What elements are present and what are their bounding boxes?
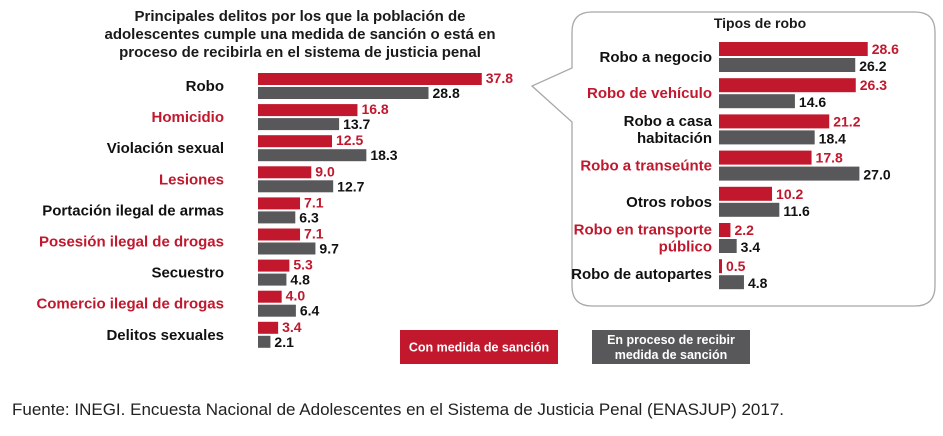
main-bar-con-medida bbox=[258, 73, 482, 85]
inset-category-label: Robo a transeúnte bbox=[580, 158, 712, 175]
main-bar-con-medida bbox=[258, 259, 290, 272]
inset-value-label-en-proceso: 26.2 bbox=[859, 58, 886, 74]
inset-category-label: Robo a casa bbox=[624, 113, 713, 130]
inset-bar-con-medida bbox=[719, 42, 868, 56]
main-bar-con-medida bbox=[258, 166, 312, 179]
inset-bar-en-proceso bbox=[719, 202, 780, 217]
main-value-label-en-proceso: 12.7 bbox=[337, 178, 364, 194]
inset-value-label-en-proceso: 11.6 bbox=[783, 203, 810, 219]
main-category-label: Lesiones bbox=[159, 171, 224, 188]
inset-bar-con-medida bbox=[719, 78, 856, 93]
source-note: Fuente: INEGI. Encuesta Nacional de Adol… bbox=[12, 400, 785, 419]
main-value-label-con-medida: 12.5 bbox=[336, 132, 363, 148]
inset-value-label-con-medida: 17.8 bbox=[816, 150, 843, 166]
inset-category-label: Robo en transporte bbox=[574, 222, 712, 239]
main-bar-con-medida bbox=[258, 135, 332, 148]
main-value-label-con-medida: 37.8 bbox=[486, 70, 513, 86]
inset-bar-en-proceso bbox=[719, 275, 744, 290]
main-bar-en-proceso bbox=[258, 304, 296, 317]
inset-category-label: Robo de vehículo bbox=[587, 85, 712, 102]
main-value-label-en-proceso: 6.3 bbox=[299, 209, 319, 225]
inset-category-label: habitación bbox=[637, 130, 712, 147]
main-bar-en-proceso bbox=[258, 118, 340, 131]
main-title-line: adolescentes cumple una medida de sanció… bbox=[105, 26, 496, 43]
main-value-label-en-proceso: 4.8 bbox=[290, 272, 310, 288]
inset-chart-title: Tipos de robo bbox=[714, 15, 806, 31]
main-category-label: Violación sexual bbox=[107, 140, 224, 157]
main-bar-en-proceso bbox=[258, 180, 334, 193]
inset-bar-en-proceso bbox=[719, 94, 795, 109]
main-category-label: Delitos sexuales bbox=[106, 327, 224, 344]
main-title-line: proceso de recibirla en el sistema de ju… bbox=[119, 44, 481, 61]
main-value-label-en-proceso: 18.3 bbox=[370, 147, 397, 163]
main-value-label-con-medida: 7.1 bbox=[304, 226, 324, 242]
main-value-label-con-medida: 3.4 bbox=[282, 319, 302, 335]
main-bar-en-proceso bbox=[258, 242, 316, 255]
inset-value-label-en-proceso: 18.4 bbox=[819, 130, 846, 146]
main-category-label: Homicidio bbox=[151, 109, 224, 126]
inset-bar-con-medida bbox=[719, 150, 812, 165]
main-category-label: Secuestro bbox=[151, 265, 224, 282]
main-category-label: Portación ilegal de armas bbox=[42, 202, 224, 219]
inset-category-label: Robo a negocio bbox=[600, 49, 713, 66]
main-value-label-en-proceso: 6.4 bbox=[300, 303, 320, 319]
main-chart: 37.8 28.8 Robo 16.813.7 Homicidio 12.5 18.3 Vio… bbox=[36, 70, 513, 350]
legend-label: En proceso de recibir bbox=[607, 333, 735, 347]
inset-bar-con-medida bbox=[719, 259, 722, 274]
inset-bar-en-proceso bbox=[719, 239, 737, 253]
inset-value-label-con-medida: 2.2 bbox=[734, 222, 754, 238]
inset-value-label-en-proceso: 4.8 bbox=[748, 275, 768, 291]
inset-chart: 28.626.2 Robo a negocio 26.3 14.6 Robo de ve… bbox=[571, 41, 899, 291]
main-category-label: Comercio ilegal de drogas bbox=[36, 296, 224, 313]
inset-bar-con-medida bbox=[719, 114, 830, 129]
inset-bar-con-medida bbox=[719, 186, 773, 201]
main-value-label-con-medida: 9.0 bbox=[315, 163, 335, 179]
inset-value-label-en-proceso: 3.4 bbox=[741, 239, 761, 255]
main-category-label: Posesión ilegal de drogas bbox=[39, 234, 224, 251]
main-bar-en-proceso bbox=[258, 211, 296, 224]
main-value-label-con-medida: 7.1 bbox=[304, 194, 324, 210]
main-bar-en-proceso bbox=[258, 273, 287, 286]
main-value-label-en-proceso: 28.8 bbox=[432, 85, 459, 101]
main-chart-title: Principales delitos por los que la pobla… bbox=[105, 8, 496, 61]
inset-value-label-en-proceso: 14.6 bbox=[799, 94, 826, 110]
main-bar-en-proceso bbox=[258, 87, 429, 99]
main-bar-con-medida bbox=[258, 104, 358, 117]
main-category-label: Robo bbox=[186, 78, 224, 95]
inset-category-label: público bbox=[659, 239, 712, 256]
inset-bar-en-proceso bbox=[719, 58, 856, 72]
inset-bar-con-medida bbox=[719, 223, 731, 237]
main-value-label-con-medida: 4.0 bbox=[286, 288, 306, 304]
main-value-label-en-proceso: 9.7 bbox=[319, 241, 339, 257]
inset-value-label-con-medida: 0.5 bbox=[726, 258, 746, 274]
inset-value-label-con-medida: 28.6 bbox=[872, 41, 899, 57]
main-bar-con-medida bbox=[258, 197, 301, 210]
main-bar-en-proceso bbox=[258, 335, 271, 348]
main-title-line: Principales delitos por los que la pobla… bbox=[135, 8, 466, 25]
main-bar-con-medida bbox=[258, 228, 301, 241]
legend: Con medida de sanción En proceso de recib… bbox=[400, 330, 750, 364]
main-bar-en-proceso bbox=[258, 149, 367, 162]
main-value-label-con-medida: 16.8 bbox=[361, 101, 388, 117]
main-value-label-con-medida: 5.3 bbox=[293, 257, 313, 273]
legend-swatch bbox=[592, 330, 750, 364]
legend-label: Con medida de sanción bbox=[409, 341, 549, 355]
inset-bar-en-proceso bbox=[719, 130, 815, 145]
inset-value-label-con-medida: 26.3 bbox=[860, 77, 887, 93]
inset-category-label: Robo de autopartes bbox=[571, 266, 712, 283]
main-value-label-en-proceso: 13.7 bbox=[343, 116, 370, 132]
main-bar-con-medida bbox=[258, 290, 282, 303]
inset-bar-en-proceso bbox=[719, 166, 860, 181]
main-bar-con-medida bbox=[258, 321, 279, 334]
inset-value-label-con-medida: 10.2 bbox=[776, 186, 803, 202]
main-value-label-en-proceso: 2.1 bbox=[274, 334, 294, 350]
inset-value-label-con-medida: 21.2 bbox=[833, 113, 860, 129]
inset-category-label: Otros robos bbox=[626, 194, 712, 211]
legend-swatch bbox=[400, 330, 558, 364]
inset-value-label-en-proceso: 27.0 bbox=[863, 167, 890, 183]
legend-label: medida de sanción bbox=[615, 348, 728, 362]
